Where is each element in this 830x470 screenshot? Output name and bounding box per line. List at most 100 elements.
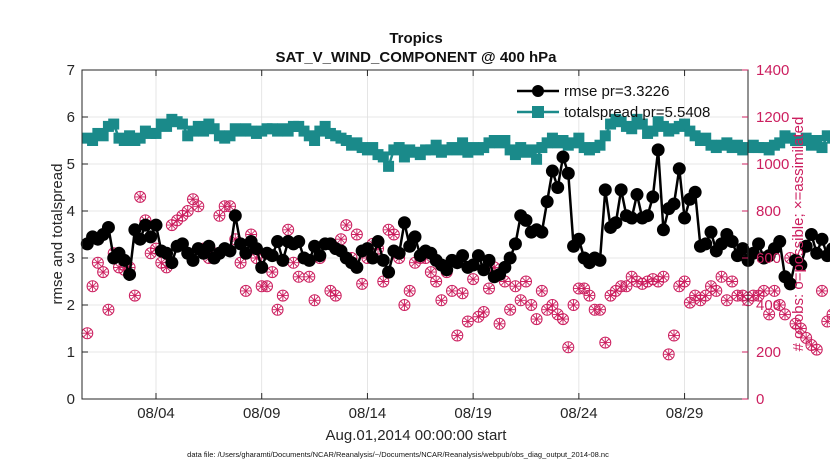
obs-possible-marker [234, 256, 247, 269]
totalspread-point [821, 130, 830, 142]
obs-point [356, 277, 369, 290]
rmse-point [614, 183, 628, 197]
rmse-point [249, 242, 263, 256]
obs-assimilated-marker [378, 276, 389, 287]
obs-point [810, 343, 823, 356]
obs-possible-marker [424, 266, 437, 279]
y-right-tick-label: 200 [756, 344, 781, 361]
obs-assimilated-marker [383, 224, 394, 235]
obs-point [91, 256, 104, 269]
rmse-point [366, 251, 380, 265]
obs-point [535, 284, 548, 297]
obs-assimilated-marker [87, 281, 98, 292]
obs-point [578, 282, 591, 295]
rmse-point [651, 143, 665, 157]
totalspread-point [700, 132, 712, 144]
obs-possible-marker [794, 322, 807, 335]
obs-point [583, 289, 596, 302]
obs-assimilated-marker [542, 304, 553, 315]
obs-point [715, 270, 728, 283]
rmse-point [688, 185, 702, 199]
rmse-point [535, 225, 549, 239]
totalspread-point [531, 153, 543, 165]
obs-assimilated-marker [156, 257, 167, 268]
totalspread-point [800, 132, 812, 144]
rmse-point [149, 218, 163, 232]
obs-assimilated-marker [801, 332, 812, 343]
totalspread-point [573, 132, 585, 144]
obs-assimilated-marker [758, 285, 769, 296]
obs-possible-marker [826, 308, 830, 320]
totalspread-point [97, 130, 109, 142]
obs-assimilated-marker [526, 300, 537, 310]
x-tick-label: 08/19 [454, 405, 492, 422]
obs-point [620, 280, 633, 293]
totalspread-point [774, 137, 786, 149]
obs-assimilated-marker [98, 267, 109, 278]
obs-point [699, 289, 712, 302]
obs-assimilated-marker [283, 224, 294, 235]
totalspread-point [367, 142, 379, 154]
obs-assimilated-marker [706, 281, 716, 292]
obs-assimilated-marker [135, 191, 146, 202]
obs-point [187, 193, 199, 206]
obs-assimilated-marker [240, 285, 251, 296]
obs-assimilated-marker [780, 309, 790, 320]
obs-assimilated-marker [277, 290, 288, 301]
rmse-point [704, 225, 718, 239]
rmse-point [292, 235, 306, 249]
totalspread-point [87, 135, 99, 146]
obs-assimilated-marker [484, 283, 494, 294]
obs-assimilated-marker [605, 290, 616, 301]
obs-point [102, 303, 115, 316]
obs-assimilated-marker [193, 201, 204, 212]
obs-assimilated-marker [373, 243, 383, 254]
obs-assimilated-marker [679, 276, 690, 287]
obs-assimilated-marker [727, 276, 738, 287]
obs-assimilated-marker [177, 210, 188, 221]
obs-assimilated-marker [536, 285, 547, 296]
totalspread-point [457, 137, 469, 149]
obs-point [520, 275, 532, 288]
rmse-point [508, 237, 522, 251]
x-axis-label: Aug.01,2014 00:00:00 start [326, 427, 508, 444]
obs-point [446, 284, 458, 297]
rmse-point [799, 239, 813, 253]
obs-point [816, 284, 828, 297]
obs-possible-marker [128, 289, 141, 302]
obs-assimilated-marker [251, 253, 262, 263]
obs-possible-marker [773, 299, 786, 311]
obs-point [282, 223, 295, 236]
obs-possible-marker [810, 343, 823, 356]
obs-assimilated-marker [579, 283, 590, 294]
obs-possible-marker [599, 336, 612, 349]
obs-assimilated-marker [388, 229, 399, 240]
obs-assimilated-marker [262, 281, 272, 292]
obs-point [398, 299, 411, 311]
chart-title: Tropics [389, 30, 442, 47]
rmse-point [773, 235, 787, 249]
rmse-point [313, 249, 327, 263]
y-right-tick-label: 0 [756, 391, 764, 408]
obs-possible-marker [483, 282, 495, 295]
totalspread-point [636, 118, 648, 130]
obs-assimilated-marker [161, 262, 172, 273]
obs-assimilated-marker [351, 229, 362, 240]
legend-totalspread-marker [532, 106, 544, 118]
obs-point [493, 317, 506, 330]
y-tick-label: 5 [67, 156, 75, 173]
rmse-point [392, 246, 406, 260]
obs-assimilated-marker [330, 290, 341, 301]
obs-assimilated-marker [494, 318, 505, 329]
obs-point [525, 299, 538, 311]
obs-point [662, 348, 675, 361]
rmse-point [239, 246, 253, 260]
obs-point [683, 296, 696, 309]
obs-assimilated-marker [806, 339, 817, 350]
legend: rmse pr=3.3226 totalspread pr=5.5408 [517, 83, 710, 121]
y-right-tick-label: 1000 [756, 156, 789, 173]
rmse-point [804, 228, 818, 241]
obs-possible-marker [224, 200, 236, 213]
obs-assimilated-marker [621, 281, 632, 292]
